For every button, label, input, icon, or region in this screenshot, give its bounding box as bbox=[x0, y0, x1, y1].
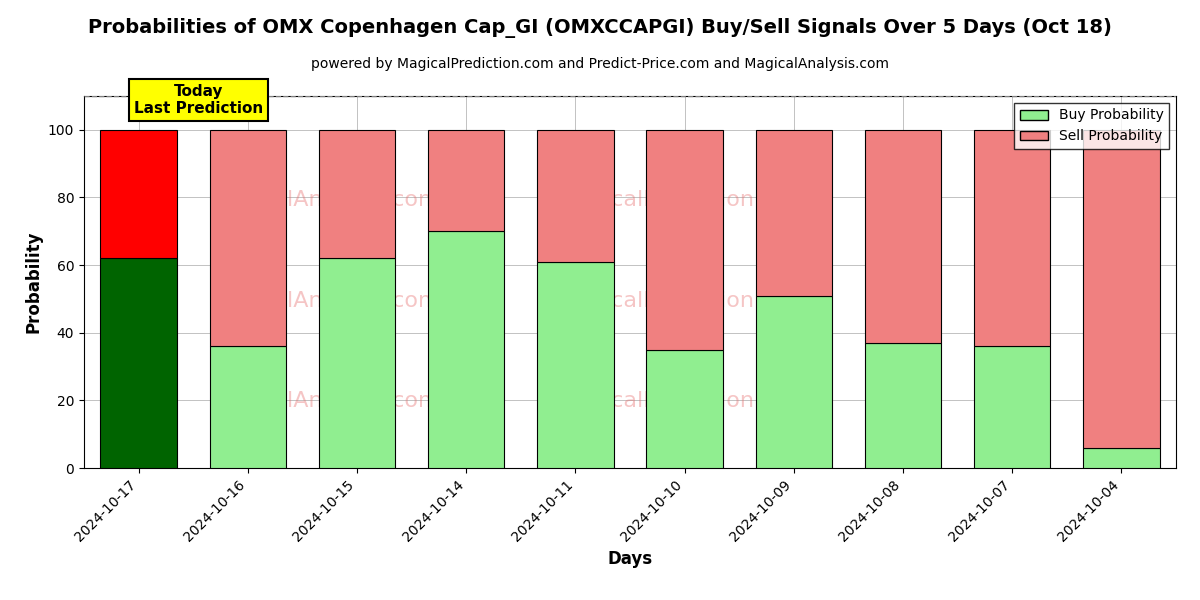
Bar bbox=[538, 130, 613, 262]
Text: MagicalPrediction.com: MagicalPrediction.com bbox=[559, 391, 810, 411]
X-axis label: Days: Days bbox=[607, 550, 653, 568]
Bar bbox=[319, 130, 395, 259]
Bar bbox=[428, 231, 504, 468]
Bar bbox=[1084, 448, 1159, 468]
Bar bbox=[538, 262, 613, 468]
Text: MagicalPrediction.com: MagicalPrediction.com bbox=[559, 190, 810, 210]
Bar bbox=[210, 130, 286, 346]
Bar bbox=[319, 259, 395, 468]
Text: MagicalPrediction.com: MagicalPrediction.com bbox=[559, 290, 810, 311]
Y-axis label: Probability: Probability bbox=[24, 231, 42, 333]
Bar bbox=[756, 296, 832, 468]
Bar bbox=[101, 259, 176, 468]
Bar bbox=[1084, 130, 1159, 448]
Legend: Buy Probability, Sell Probability: Buy Probability, Sell Probability bbox=[1014, 103, 1169, 149]
Bar bbox=[101, 130, 176, 259]
Bar bbox=[974, 130, 1050, 346]
Text: Probabilities of OMX Copenhagen Cap_GI (OMXCCAPGI) Buy/Sell Signals Over 5 Days : Probabilities of OMX Copenhagen Cap_GI (… bbox=[88, 18, 1112, 38]
Bar bbox=[756, 130, 832, 296]
Bar bbox=[210, 346, 286, 468]
Text: MagicalAnalysis.com: MagicalAnalysis.com bbox=[209, 391, 440, 411]
Bar bbox=[428, 130, 504, 231]
Bar bbox=[974, 346, 1050, 468]
Text: MagicalAnalysis.com: MagicalAnalysis.com bbox=[209, 190, 440, 210]
Bar bbox=[647, 130, 722, 350]
Bar bbox=[647, 350, 722, 468]
Text: MagicalAnalysis.com: MagicalAnalysis.com bbox=[209, 290, 440, 311]
Bar bbox=[865, 130, 941, 343]
Bar bbox=[865, 343, 941, 468]
Text: powered by MagicalPrediction.com and Predict-Price.com and MagicalAnalysis.com: powered by MagicalPrediction.com and Pre… bbox=[311, 57, 889, 71]
Text: Today
Last Prediction: Today Last Prediction bbox=[134, 84, 263, 116]
